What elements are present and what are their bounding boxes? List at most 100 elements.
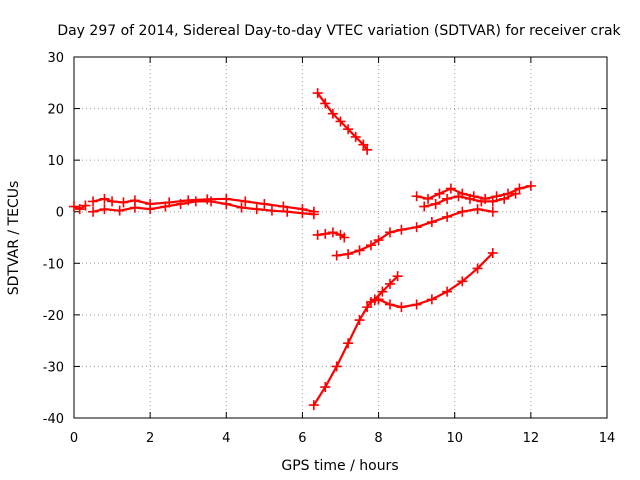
- y-tick-label: -10: [43, 257, 64, 272]
- data-point: [88, 196, 99, 207]
- data-point: [327, 227, 338, 238]
- data-point: [282, 206, 293, 217]
- series-group: [69, 88, 536, 411]
- data-point: [80, 200, 91, 211]
- data-point: [373, 235, 384, 246]
- series-arc-short-dip: [312, 227, 350, 243]
- data-point: [312, 229, 323, 240]
- data-point: [354, 245, 365, 256]
- series-arc-evening-upper: [411, 180, 536, 204]
- data-point: [320, 98, 331, 109]
- data-point: [160, 201, 171, 212]
- y-tick-labels: 30 20 10 0 -10 -20 -30 -40: [43, 51, 64, 427]
- data-point: [259, 198, 270, 209]
- data-point: [308, 400, 319, 411]
- data-point: [464, 193, 475, 204]
- data-point: [240, 196, 251, 207]
- data-point: [426, 217, 437, 228]
- data-point: [377, 286, 388, 297]
- x-tick-label: 6: [298, 431, 306, 446]
- y-tick-label: 30: [47, 51, 64, 66]
- data-point: [362, 302, 373, 313]
- data-point: [423, 193, 434, 204]
- data-point: [487, 196, 498, 207]
- data-point: [514, 183, 525, 194]
- data-point: [175, 198, 186, 209]
- series-line: [91, 200, 315, 216]
- data-point: [190, 196, 201, 207]
- data-point: [335, 116, 346, 127]
- data-point: [445, 183, 456, 194]
- data-point: [221, 198, 232, 209]
- data-point: [354, 315, 365, 326]
- series-arc-evening-lower: [419, 188, 521, 212]
- data-point: [129, 202, 140, 213]
- data-point: [525, 180, 536, 191]
- data-point: [99, 193, 110, 204]
- data-point: [350, 131, 361, 142]
- series-arc-morning-upper: [88, 193, 319, 217]
- data-point: [510, 188, 521, 199]
- data-point: [457, 276, 468, 287]
- data-point: [308, 209, 319, 220]
- data-point: [99, 204, 110, 215]
- data-point: [442, 286, 453, 297]
- data-point: [236, 202, 247, 213]
- y-tick-label: -40: [43, 412, 64, 427]
- y-tick-label: 10: [47, 154, 64, 169]
- data-point: [74, 204, 85, 215]
- series-arc-morning-lower: [88, 196, 319, 220]
- data-point: [331, 250, 342, 261]
- data-point: [384, 299, 395, 310]
- x-axis-label: GPS time / hours: [281, 458, 398, 474]
- plot-frame: [73, 56, 608, 419]
- x-tick-label: 12: [523, 431, 540, 446]
- series-arc-deep-rise: [308, 294, 384, 411]
- data-point: [358, 139, 369, 150]
- x-tick-label: 14: [599, 431, 616, 446]
- data-point: [320, 228, 331, 239]
- data-point: [69, 201, 79, 212]
- data-point: [320, 382, 331, 393]
- data-point: [331, 361, 342, 372]
- x-tick-label: 4: [222, 431, 230, 446]
- data-point: [278, 201, 289, 212]
- series-arc-low-start: [69, 200, 91, 215]
- data-point: [442, 211, 453, 222]
- series-line: [316, 91, 369, 151]
- y-tick-label: -30: [43, 360, 64, 375]
- data-point: [365, 240, 376, 251]
- x-tick-labels: 0 2 4 6 8 10 12 14: [70, 431, 615, 446]
- y-tick-label: -20: [43, 309, 64, 324]
- data-point: [392, 271, 403, 282]
- data-point: [327, 108, 338, 119]
- data-point: [411, 299, 422, 310]
- chart-title: Day 297 of 2014, Sidereal Day-to-day VTE…: [57, 23, 621, 39]
- data-point: [396, 224, 407, 235]
- data-point: [343, 124, 354, 135]
- data-point: [339, 232, 350, 243]
- data-point: [384, 227, 395, 238]
- data-point: [426, 294, 437, 305]
- data-point: [266, 205, 277, 216]
- data-point: [145, 204, 156, 215]
- data-point: [114, 205, 125, 216]
- y-tick-label: 20: [47, 103, 64, 118]
- data-point: [472, 263, 483, 274]
- data-point: [411, 222, 422, 233]
- y-axis-label: SDTVAR / TECUs: [6, 181, 22, 296]
- data-point: [472, 204, 483, 215]
- data-point: [453, 191, 464, 202]
- x-tick-label: 0: [70, 431, 78, 446]
- data-point: [343, 249, 354, 260]
- x-tick-label: 10: [446, 431, 463, 446]
- data-point: [251, 204, 262, 215]
- data-point: [457, 206, 468, 217]
- data-point: [88, 206, 99, 217]
- x-tick-label: 8: [374, 431, 382, 446]
- data-point: [499, 193, 510, 204]
- data-point: [434, 188, 445, 199]
- data-point: [487, 206, 498, 217]
- data-point: [107, 196, 118, 207]
